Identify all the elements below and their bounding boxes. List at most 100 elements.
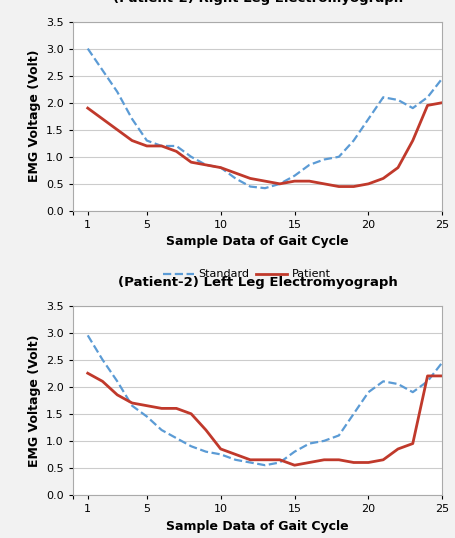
Standard bbox=[158, 143, 164, 149]
Patient bbox=[277, 181, 282, 187]
Patient bbox=[439, 373, 444, 379]
Standard bbox=[306, 162, 311, 168]
Standard bbox=[424, 378, 430, 385]
Patient bbox=[173, 405, 179, 412]
Standard bbox=[114, 89, 120, 95]
Standard bbox=[129, 402, 135, 409]
Patient bbox=[247, 175, 253, 182]
Standard bbox=[173, 435, 179, 441]
Standard bbox=[85, 332, 90, 338]
Standard bbox=[394, 381, 400, 387]
Patient bbox=[379, 175, 385, 182]
Standard bbox=[424, 94, 430, 101]
Standard bbox=[350, 410, 356, 417]
Line: Patient: Patient bbox=[87, 103, 441, 187]
Patient bbox=[144, 143, 149, 149]
Patient bbox=[144, 402, 149, 409]
Patient bbox=[129, 137, 135, 144]
Patient bbox=[85, 370, 90, 377]
Standard bbox=[188, 153, 193, 160]
Line: Patient: Patient bbox=[87, 373, 441, 465]
Standard bbox=[365, 389, 370, 395]
Standard bbox=[379, 94, 385, 101]
Patient bbox=[350, 459, 356, 466]
Standard bbox=[247, 183, 253, 190]
Patient bbox=[114, 126, 120, 133]
Patient bbox=[85, 105, 90, 111]
Standard bbox=[203, 162, 208, 168]
Patient bbox=[394, 165, 400, 171]
Patient bbox=[158, 405, 164, 412]
Patient bbox=[188, 410, 193, 417]
X-axis label: Sample Data of Gait Cycle: Sample Data of Gait Cycle bbox=[166, 236, 348, 249]
Patient bbox=[424, 102, 430, 109]
Patient bbox=[232, 170, 238, 176]
Patient bbox=[321, 181, 326, 187]
Standard bbox=[188, 443, 193, 449]
Patient bbox=[379, 457, 385, 463]
Patient bbox=[424, 373, 430, 379]
Title: (Patient-2) Right Leg Electromyograph: (Patient-2) Right Leg Electromyograph bbox=[112, 0, 402, 5]
Patient bbox=[394, 446, 400, 452]
Standard bbox=[277, 181, 282, 187]
Patient bbox=[291, 462, 297, 469]
Standard bbox=[203, 449, 208, 455]
Standard bbox=[173, 143, 179, 149]
Patient bbox=[247, 457, 253, 463]
Y-axis label: EMG Voltage (Volt): EMG Voltage (Volt) bbox=[28, 334, 40, 466]
Patient bbox=[217, 446, 223, 452]
Patient bbox=[409, 137, 415, 144]
Standard bbox=[291, 173, 297, 179]
Patient bbox=[306, 178, 311, 185]
Patient bbox=[335, 457, 341, 463]
X-axis label: Sample Data of Gait Cycle: Sample Data of Gait Cycle bbox=[166, 520, 348, 533]
Standard bbox=[247, 459, 253, 466]
Patient bbox=[203, 162, 208, 168]
Patient bbox=[350, 183, 356, 190]
Patient bbox=[158, 143, 164, 149]
Standard bbox=[409, 105, 415, 111]
Patient bbox=[232, 451, 238, 458]
Standard bbox=[217, 165, 223, 171]
Patient bbox=[100, 116, 105, 122]
Y-axis label: EMG Voltage (Volt): EMG Voltage (Volt) bbox=[28, 50, 40, 182]
Patient bbox=[291, 178, 297, 185]
Patient bbox=[129, 400, 135, 406]
Standard bbox=[321, 437, 326, 444]
Line: Standard: Standard bbox=[87, 335, 441, 465]
Patient bbox=[262, 457, 267, 463]
Patient bbox=[262, 178, 267, 185]
Standard bbox=[144, 413, 149, 420]
Patient bbox=[114, 392, 120, 398]
Standard bbox=[217, 451, 223, 458]
Patient bbox=[173, 148, 179, 154]
Standard bbox=[158, 427, 164, 433]
Standard bbox=[350, 137, 356, 144]
Standard bbox=[85, 45, 90, 52]
Title: (Patient-2) Left Leg Electromyograph: (Patient-2) Left Leg Electromyograph bbox=[117, 276, 397, 289]
Standard bbox=[277, 459, 282, 466]
Standard bbox=[439, 75, 444, 82]
Standard bbox=[129, 116, 135, 122]
Standard bbox=[291, 449, 297, 455]
Line: Standard: Standard bbox=[87, 48, 441, 188]
Patient bbox=[365, 459, 370, 466]
Patient bbox=[277, 457, 282, 463]
Standard bbox=[365, 116, 370, 122]
Patient bbox=[306, 459, 311, 466]
Standard bbox=[232, 457, 238, 463]
Patient bbox=[321, 457, 326, 463]
Standard bbox=[439, 359, 444, 366]
Patient bbox=[188, 159, 193, 165]
Patient bbox=[409, 440, 415, 447]
Legend: Standard, Patient: Standard, Patient bbox=[162, 270, 330, 279]
Patient bbox=[335, 183, 341, 190]
Standard bbox=[262, 462, 267, 469]
Standard bbox=[100, 67, 105, 74]
Standard bbox=[232, 175, 238, 182]
Standard bbox=[144, 137, 149, 144]
Patient bbox=[217, 165, 223, 171]
Standard bbox=[306, 440, 311, 447]
Standard bbox=[321, 156, 326, 162]
Standard bbox=[335, 153, 341, 160]
